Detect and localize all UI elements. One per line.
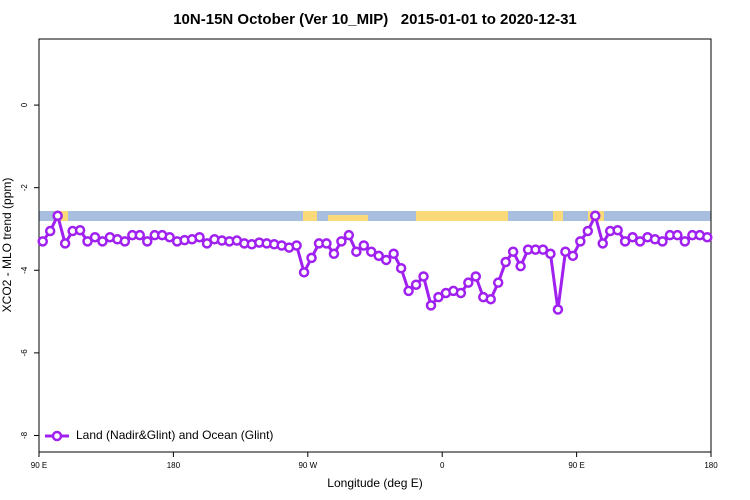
data-point — [679, 236, 691, 247]
map-strip — [39, 211, 711, 221]
land — [416, 211, 508, 221]
data-point — [567, 250, 579, 262]
data-point — [44, 225, 56, 237]
plot-frame — [38, 38, 712, 453]
data-point — [298, 267, 310, 278]
x-tick-label: 90 E — [568, 461, 584, 470]
data-point — [470, 271, 482, 282]
data-point — [537, 244, 549, 255]
data-point — [306, 252, 317, 264]
data-point — [388, 248, 399, 260]
data-point — [373, 250, 384, 262]
data-point — [492, 277, 504, 288]
data-point — [164, 231, 175, 243]
legend-label: Land (Nadir&Glint) and Ocean (Glint) — [76, 428, 273, 442]
data-point — [97, 236, 108, 247]
x-tick-label: 180 — [167, 461, 181, 470]
y-tick-label: -4 — [20, 266, 29, 274]
x-axis-label: Longitude (deg E) — [327, 476, 422, 490]
data-point — [366, 246, 377, 257]
data-point — [545, 248, 556, 260]
data-point — [403, 285, 414, 297]
data-point — [321, 238, 332, 249]
data-point — [560, 246, 571, 257]
legend-marker — [51, 430, 63, 442]
data-point — [328, 248, 340, 260]
data-point — [336, 236, 347, 247]
data-point — [515, 260, 526, 272]
y-tick-label: -8 — [20, 431, 29, 439]
x-tick-label: 0 — [440, 461, 445, 470]
data-point — [575, 236, 586, 247]
data-point — [343, 229, 355, 241]
data-point — [590, 210, 601, 222]
data-point — [89, 231, 101, 243]
data-point — [291, 240, 302, 251]
land — [553, 211, 563, 221]
data-point — [582, 225, 594, 237]
data-point — [59, 238, 71, 249]
data-point — [433, 291, 444, 303]
x-tick-label: 90 W — [298, 461, 317, 470]
y-axis-label: XCO2 - MLO trend (ppm) — [0, 178, 14, 313]
data-point — [395, 262, 407, 274]
data-point — [82, 236, 93, 247]
data-point — [672, 229, 683, 241]
data-point — [37, 236, 48, 247]
data-point — [425, 300, 437, 311]
data-point — [634, 236, 646, 247]
data-point — [500, 256, 511, 268]
data-point — [418, 271, 429, 282]
data-point — [74, 224, 86, 236]
ocean-strip — [39, 211, 711, 221]
data-point — [134, 229, 146, 241]
data-point — [380, 254, 392, 266]
data-point — [485, 293, 496, 305]
x-tick-label: 90 E — [31, 461, 47, 470]
data-point — [597, 238, 608, 249]
data-point — [52, 210, 63, 222]
y-tick-label: -2 — [20, 184, 29, 192]
land — [328, 215, 368, 221]
data-point — [410, 279, 422, 290]
data-point — [351, 246, 362, 257]
data-point — [358, 240, 370, 251]
data-point — [627, 231, 638, 243]
y-tick-label: 0 — [20, 102, 29, 107]
data-point — [612, 224, 623, 236]
data-point — [201, 238, 213, 249]
data-point — [119, 236, 131, 247]
data-point — [619, 236, 631, 247]
y-tick-label: -6 — [20, 349, 29, 357]
data-point — [552, 304, 564, 315]
data-point — [507, 246, 519, 257]
x-tick-label: 180 — [704, 461, 718, 470]
data-point — [702, 231, 713, 243]
data-point — [455, 287, 467, 299]
data-point — [463, 277, 474, 288]
chart-title: 10N-15N October (Ver 10_MIP) 2015-01-01 … — [173, 11, 577, 28]
land — [303, 211, 317, 221]
data-point — [142, 236, 153, 247]
data-point — [194, 231, 205, 243]
data-point — [657, 236, 668, 247]
